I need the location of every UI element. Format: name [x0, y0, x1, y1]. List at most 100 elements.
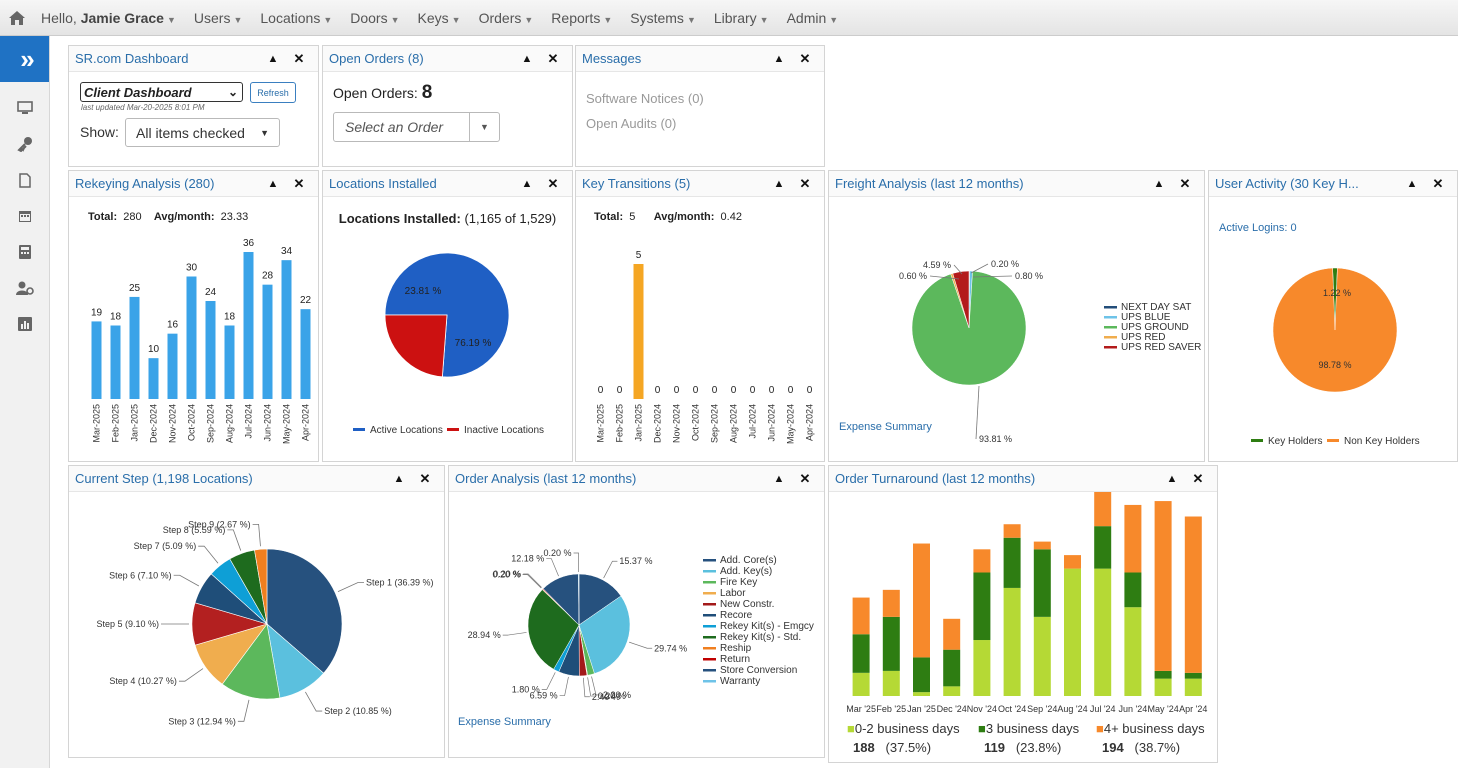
legend-label: Active Locations: [370, 425, 443, 436]
slice-label: 0.20 %: [493, 569, 521, 579]
legend-swatch: [1104, 346, 1117, 349]
nav-users[interactable]: Users ▼: [194, 10, 242, 26]
x-tick-label: Oct-2024: [187, 404, 197, 441]
panel-header: Order Analysis (last 12 months) ▲ ✕: [449, 466, 824, 492]
summary-pct: (37.5%): [885, 740, 932, 755]
close-icon[interactable]: ✕: [293, 50, 305, 66]
bar-segment: [1094, 492, 1112, 527]
slice-label: 76.19 %: [455, 338, 492, 349]
document-icon[interactable]: [0, 162, 49, 198]
close-icon[interactable]: ✕: [1179, 175, 1191, 191]
slice-label: 0.80 %: [1015, 271, 1043, 281]
open-audits-link[interactable]: Open Audits (0): [586, 116, 677, 131]
nav-systems[interactable]: Systems ▼: [630, 10, 696, 26]
leader-line: [237, 699, 250, 722]
locations-chart: 76.19 % 23.81 % Active Locations Inactive L…: [353, 252, 544, 436]
close-icon[interactable]: ✕: [293, 175, 305, 191]
close-icon[interactable]: ✕: [799, 175, 811, 191]
bar-segment: [882, 589, 900, 617]
legend-label: Reship: [720, 643, 752, 654]
nav-admin[interactable]: Admin ▼: [787, 10, 839, 26]
expand-sidebar-icon[interactable]: »: [0, 36, 49, 82]
data-label: 16: [167, 320, 179, 331]
keytrans-panel: Key Transitions (5) ▲ ✕ Total: 5 Avg/month…: [575, 170, 825, 462]
monitor-icon[interactable]: [0, 90, 49, 126]
summary-4-plus-days: ■4+ business days 194 (38.7%): [1096, 721, 1216, 755]
collapse-icon[interactable]: ▲: [521, 52, 533, 65]
user-settings-icon[interactable]: [0, 270, 49, 306]
bar-segment: [973, 640, 991, 696]
turnaround-summary: ■0-2 business days 188 (37.5%) ■3 busines…: [847, 721, 1216, 755]
total-value: 280: [123, 211, 142, 223]
leader-line: [929, 275, 960, 280]
nav-library[interactable]: Library ▼: [714, 10, 769, 26]
legend-label: Add. Core(s): [720, 555, 777, 566]
show-filter-select[interactable]: All items checked ▼: [125, 118, 280, 147]
home-icon[interactable]: [2, 10, 32, 25]
dashboard-select[interactable]: Client Dashboard ⌄: [80, 82, 243, 102]
nav-label: Orders: [478, 9, 522, 26]
collapse-icon[interactable]: ▲: [773, 472, 785, 485]
x-tick-label: Sep '24: [1027, 704, 1057, 714]
slice-label: 15.37 %: [619, 556, 652, 566]
pie-slice: [384, 314, 448, 378]
nav-orders[interactable]: Orders ▼: [479, 10, 534, 26]
order-select[interactable]: Select an Order ▼: [333, 112, 500, 142]
order-expense-summary-link[interactable]: Expense Summary: [458, 716, 551, 728]
data-label: 18: [110, 312, 122, 323]
collapse-icon[interactable]: ▲: [521, 177, 533, 190]
user-menu[interactable]: Hello, Jamie Grace ▼: [41, 10, 176, 26]
calculator-icon[interactable]: [0, 234, 49, 270]
calendar-icon[interactable]: [0, 198, 49, 234]
bar-segment: [882, 670, 900, 696]
nav-doors[interactable]: Doors ▼: [350, 10, 399, 26]
summary-pct: (38.7%): [1134, 740, 1181, 755]
close-icon[interactable]: ✕: [799, 50, 811, 66]
square-icon: ■: [1096, 721, 1104, 736]
bar: [243, 252, 254, 399]
avg-label: Avg/month:: [153, 211, 215, 223]
close-icon[interactable]: ✕: [547, 50, 559, 66]
collapse-icon[interactable]: ▲: [773, 52, 785, 65]
collapse-icon[interactable]: ▲: [1153, 177, 1165, 190]
keytrans-chart: 0 Mar-2025 0 Feb-2025 5 Jan-2025 0 Dec-2024 0 Nov…: [596, 250, 815, 444]
nav-reports[interactable]: Reports ▼: [551, 10, 612, 26]
collapse-icon[interactable]: ▲: [267, 52, 279, 65]
slice-label: 0.20 %: [991, 259, 1019, 269]
close-icon[interactable]: ✕: [1432, 175, 1444, 191]
close-icon[interactable]: ✕: [1192, 470, 1204, 486]
freight-expense-summary-link[interactable]: Expense Summary: [839, 421, 932, 433]
x-tick-label: Sep-2024: [710, 404, 720, 443]
collapse-icon[interactable]: ▲: [1406, 177, 1418, 190]
leader-line: [523, 573, 542, 588]
nav-locations[interactable]: Locations ▼: [260, 10, 332, 26]
collapse-icon[interactable]: ▲: [267, 177, 279, 190]
x-tick-label: Dec-2024: [653, 404, 663, 443]
legend-label: Rekey Kit(s) - Std.: [720, 632, 801, 643]
open-orders-line: Open Orders: 8: [333, 82, 432, 104]
x-tick-label: Apr '24: [1179, 704, 1207, 714]
close-icon[interactable]: ✕: [419, 470, 431, 486]
leader-line: [975, 385, 980, 440]
legend-swatch: [1104, 306, 1117, 309]
leader-line: [337, 582, 364, 593]
software-notices-link[interactable]: Software Notices (0): [586, 91, 704, 106]
collapse-icon[interactable]: ▲: [1166, 472, 1178, 485]
nav-keys[interactable]: Keys ▼: [418, 10, 461, 26]
bar-segment: [1124, 572, 1142, 608]
collapse-icon[interactable]: ▲: [393, 472, 405, 485]
close-icon[interactable]: ✕: [547, 175, 559, 191]
chevron-down-icon: ▼: [759, 14, 769, 25]
bar-segment: [1003, 524, 1021, 538]
panel-header: Order Turnaround (last 12 months) ▲ ✕: [829, 466, 1217, 492]
close-icon[interactable]: ✕: [799, 470, 811, 486]
legend-swatch: [1104, 326, 1117, 329]
collapse-icon[interactable]: ▲: [773, 177, 785, 190]
turnaround-panel: Order Turnaround (last 12 months) ▲ ✕ Mar …: [828, 465, 1218, 763]
active-logins-link[interactable]: Active Logins: 0: [1219, 222, 1297, 234]
refresh-button[interactable]: Refresh: [250, 82, 296, 103]
report-chart-icon[interactable]: [0, 306, 49, 342]
caret-down-icon: ▼: [469, 113, 499, 141]
panel-header: Current Step (1,198 Locations) ▲ ✕: [69, 466, 444, 492]
key-icon[interactable]: [0, 126, 49, 162]
